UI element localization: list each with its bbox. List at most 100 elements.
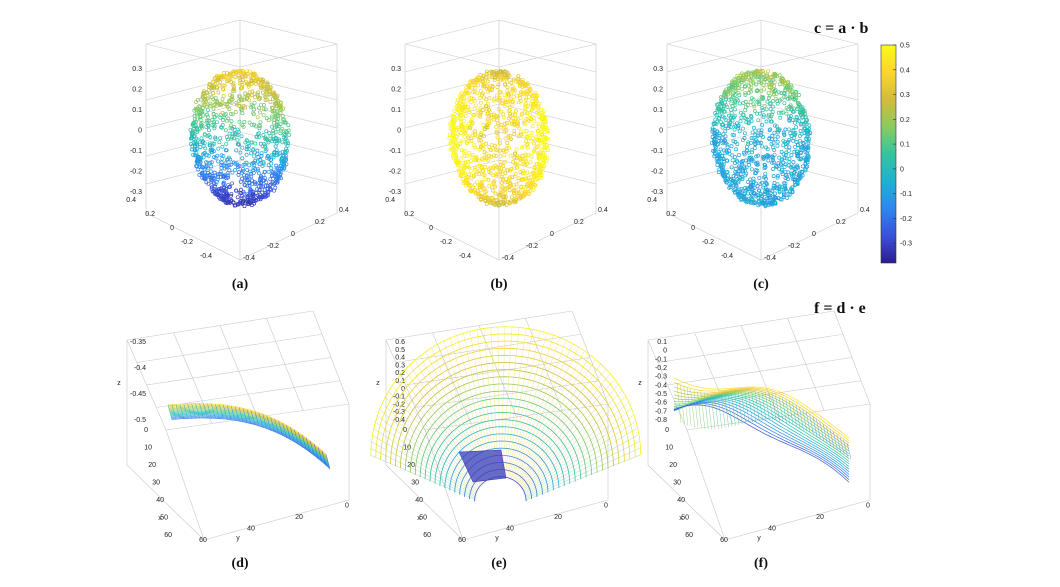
scatter-point [743,74,748,79]
scatter-point [796,165,801,170]
scatter-point [798,173,803,177]
z-tick-label: 0 [401,386,405,393]
scatter-point [262,142,267,147]
scatter-point [504,146,509,151]
scatter-point [749,89,753,94]
scatter-point [191,127,196,132]
scatter-point [519,145,524,150]
scatter-point [506,145,511,150]
scatter-point [258,124,263,129]
z-tick-label: -0.35 [130,339,146,346]
scatter-point [721,167,726,172]
scatter-point [507,104,512,109]
scatter-point [474,172,479,177]
scatter-point [269,91,274,96]
scatter-point [539,147,544,152]
scatter-point [772,147,777,152]
scatter-point [786,79,791,84]
scatter-point [477,138,482,143]
scatter-point [234,102,239,107]
z-tick-label: -0.6 [655,400,667,407]
scatter-point [542,155,547,160]
surface-line [693,390,699,428]
scatter-point [766,69,770,74]
scatter-point [770,78,775,83]
surface-line [449,440,554,491]
scatter-point [232,203,237,208]
scatter-point [534,93,539,98]
scatter-point [459,169,464,174]
scatter-point [753,128,758,133]
scatter-point [213,99,218,104]
scatter-point [249,140,254,145]
scatter-point [487,196,492,201]
scatter-point [751,200,756,205]
scatter-point [251,194,256,199]
surface-line [378,408,478,492]
grid-line [405,357,591,386]
grid-line [498,103,597,129]
scatter-point [760,144,765,149]
scatter-point [524,89,529,93]
surface-line [516,355,591,482]
scatter-point [795,163,800,168]
scatter-point [471,90,476,95]
scatter-point [750,147,755,152]
z-tick-label: 0.1 [395,378,405,385]
scatter-point [275,109,279,114]
scatter-point [803,162,808,166]
surface-line [792,402,797,427]
scatter-point [750,182,755,187]
scatter-point [241,78,245,83]
surface-line [673,400,850,475]
grid-line [760,103,859,129]
scatter-point [731,183,736,188]
scatter-point [723,151,728,156]
scatter-point [510,86,515,91]
scatter-point [793,144,798,149]
scatter-point [213,173,218,178]
scatter-point [720,114,725,119]
scatter-point [795,149,800,154]
grid-line [667,357,853,386]
surface-line [785,399,790,425]
scatter-point [467,90,472,95]
scatter-point [257,131,262,136]
scatter-point [733,155,737,160]
scatter-point [514,147,519,152]
scatter-point [238,78,243,83]
scatter-point [545,128,549,133]
scatter-point [727,90,732,95]
scatter-point [498,160,503,165]
scatter-point [769,75,773,80]
colorbar-gradient [880,44,897,264]
scatter-point [194,153,199,158]
scatter-point [783,94,788,99]
scatter-point [273,139,278,144]
scatter-point [222,74,227,79]
scatter-point [771,167,776,171]
scatter-point [246,193,251,198]
surface-line [372,428,477,496]
scatter-point [254,74,259,79]
scatter-point [271,131,276,136]
scatter-point [482,173,487,178]
scatter-point [249,203,254,208]
scatter-point [265,184,270,189]
scatter-point [226,175,230,180]
scatter-point [462,153,467,158]
scatter-point [212,126,217,131]
surface-line [673,399,850,473]
scatter-point [202,101,207,106]
scatter-point [228,125,233,130]
scatter-point [504,73,509,78]
scatter-point [490,188,495,193]
x-tick-label: 0 [812,231,816,238]
scatter-point [502,201,507,206]
scatter-point [256,155,261,160]
surface-line [843,440,848,457]
grid-line [760,159,859,185]
scatter-point [512,113,517,117]
scatter-point [779,150,784,154]
